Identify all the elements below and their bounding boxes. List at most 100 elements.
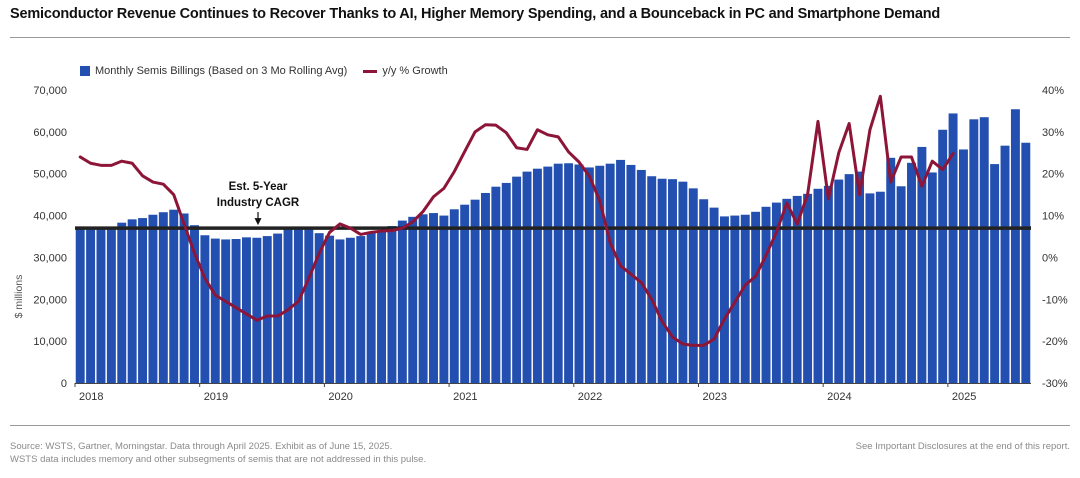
line-layer — [78, 94, 955, 347]
billings-bar — [179, 213, 189, 383]
cagr-arrow-head — [254, 218, 262, 226]
yoy-growth-point — [276, 315, 279, 317]
yoy-growth-point — [702, 344, 705, 347]
yoy-growth-point — [463, 150, 466, 153]
legend-line-label: y/y % Growth — [382, 65, 448, 77]
billings-bar — [1010, 109, 1020, 383]
yoy-growth-point — [297, 300, 300, 303]
billings-bar — [699, 199, 709, 383]
yoy-growth-point — [837, 151, 840, 154]
billings-bar — [647, 176, 657, 383]
billings-bar — [210, 238, 220, 383]
billings-bar — [418, 214, 428, 383]
source-note: Source: WSTS, Gartner, Morningstar. Data… — [10, 441, 393, 452]
billings-bar — [241, 237, 251, 383]
billings-bar — [470, 199, 480, 383]
x-tick-label: 2022 — [578, 391, 602, 403]
yoy-growth-point — [848, 122, 850, 125]
billings-bar — [865, 193, 875, 383]
yoy-growth-point — [318, 252, 321, 255]
billings-bar — [439, 215, 449, 383]
billings-bar — [584, 167, 594, 383]
billings-bar — [823, 185, 833, 383]
billings-bar — [96, 228, 106, 383]
yoy-growth-point — [193, 252, 196, 255]
billings-bar — [886, 157, 896, 383]
billings-bar — [855, 171, 865, 383]
yoy-growth-point — [287, 308, 289, 311]
billings-bar — [408, 216, 418, 383]
yoy-growth-point — [713, 338, 715, 340]
billings-bar — [200, 235, 210, 383]
billings-bar — [907, 162, 916, 383]
y-left-tick-label: 50,000 — [33, 169, 67, 181]
billings-bar — [574, 164, 584, 383]
yoy-growth-point — [453, 170, 456, 173]
yoy-growth-point — [536, 128, 539, 131]
yoy-growth-point — [183, 223, 185, 225]
legend-bar-swatch — [80, 66, 90, 76]
yoy-growth-point — [827, 198, 830, 200]
yoy-growth-point — [141, 175, 144, 177]
billings-bar — [990, 164, 1000, 383]
y-left-tick-label: 10,000 — [33, 336, 67, 348]
yoy-growth-point — [630, 273, 632, 275]
yoy-growth-point — [931, 160, 934, 162]
x-tick-label: 2025 — [952, 391, 976, 403]
billings-bar — [543, 166, 553, 383]
billings-bar — [293, 228, 303, 383]
billings-bar — [190, 225, 199, 383]
yoy-growth-point — [391, 229, 393, 232]
yoy-growth-point — [650, 298, 653, 301]
yoy-growth-point — [401, 227, 404, 229]
yoy-growth-point — [484, 123, 487, 126]
footer-divider — [10, 425, 1070, 426]
yoy-growth-point — [598, 200, 601, 202]
billings-bar — [158, 212, 168, 383]
cagr-layer: Est. 5-Year Industry CAGR — [75, 181, 1031, 230]
yoy-growth-point — [495, 124, 497, 126]
yoy-growth-point — [100, 164, 102, 167]
billings-bar — [605, 163, 615, 383]
yoy-growth-point — [900, 156, 902, 158]
billings-bar — [273, 233, 283, 383]
billings-bar — [813, 188, 823, 383]
billings-bar — [501, 182, 511, 383]
yoy-growth-point — [349, 227, 352, 229]
yoy-growth-point — [723, 318, 726, 320]
yoy-growth-point — [817, 120, 819, 123]
billings-bar — [480, 192, 490, 383]
billings-bar — [231, 239, 241, 383]
billings-bar — [429, 213, 438, 383]
billings-bar — [740, 214, 750, 383]
yoy-growth-point — [328, 231, 331, 234]
yoy-growth-point — [692, 344, 695, 347]
yoy-growth-point — [952, 152, 954, 155]
y-left-tick-label: 20,000 — [33, 294, 67, 306]
yoy-growth-point — [474, 131, 476, 133]
y-right-tick-label: 20% — [1042, 169, 1064, 181]
billings-bar — [792, 195, 802, 383]
billings-bar — [314, 233, 324, 383]
yoy-growth-point — [941, 168, 944, 171]
y-axis-title: $ millions — [13, 275, 25, 319]
y-right-tick-label: -10% — [1042, 294, 1068, 306]
x-tick-label: 2024 — [827, 391, 851, 403]
billings-bar — [782, 198, 792, 383]
x-tick-label: 2020 — [328, 391, 352, 403]
billings-bar — [678, 181, 688, 383]
yoy-growth-point — [266, 315, 269, 317]
billings-bar — [668, 179, 677, 383]
billings-bar — [958, 149, 968, 383]
billings-bar — [564, 163, 574, 383]
billings-bar — [834, 179, 844, 383]
billings-bar — [771, 202, 781, 383]
yoy-growth-point — [734, 301, 736, 304]
wsts-note: WSTS data includes memory and other subs… — [10, 454, 427, 465]
billings-bar — [377, 230, 387, 383]
billings-bar — [803, 193, 813, 383]
billings-bar — [117, 222, 127, 383]
y-left-tick-label: 30,000 — [33, 252, 67, 264]
billings-bar — [751, 211, 761, 383]
yoy-growth-point — [640, 281, 643, 284]
